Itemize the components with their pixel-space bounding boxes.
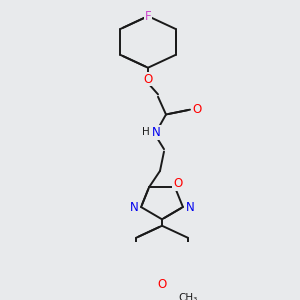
Text: N: N [130,200,139,214]
Text: H: H [142,127,150,137]
Text: N: N [152,126,160,139]
Text: O: O [173,178,183,190]
Text: F: F [145,10,151,22]
Text: O: O [192,103,202,116]
Text: CH₃: CH₃ [178,292,197,300]
Text: N: N [185,200,194,214]
Text: O: O [158,278,166,291]
Text: O: O [143,73,153,85]
